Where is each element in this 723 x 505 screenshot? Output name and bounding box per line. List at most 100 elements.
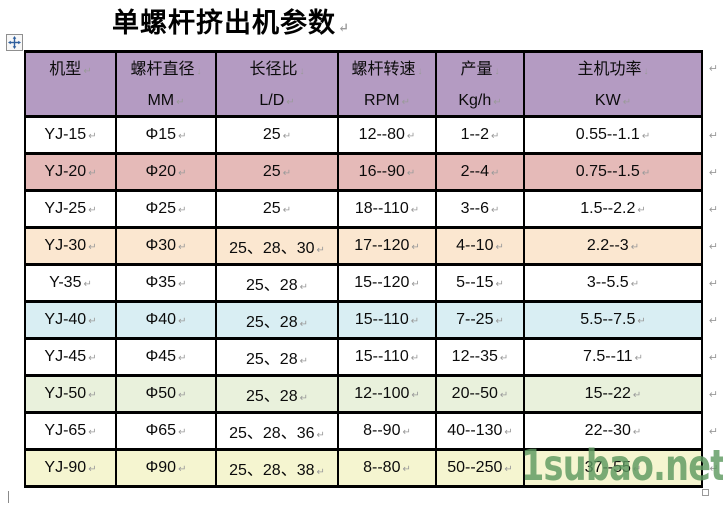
cell-output[interactable]: 40--130 ↵ xyxy=(435,411,525,451)
cell-output[interactable]: 20--50 ↵ xyxy=(435,374,525,414)
header-cell-power[interactable]: 主机功率 ↓ KW ↵ xyxy=(523,50,703,118)
cell-diameter[interactable]: Φ50 ↵ xyxy=(115,374,217,414)
cell-model[interactable]: YJ-40 ↵ xyxy=(24,300,117,340)
cell-power[interactable]: 3--5.5 ↵ xyxy=(523,263,703,303)
table-resize-handle[interactable] xyxy=(702,489,709,496)
cell-output[interactable]: 5--15 ↵ xyxy=(435,263,525,303)
cell-value: 16--90 xyxy=(358,163,405,180)
header-cell-rpm[interactable]: 螺杆转速 ↓ RPM ↵ xyxy=(337,50,437,118)
cell-output[interactable]: 4--10 ↵ xyxy=(435,226,525,266)
end-of-cell-mark: ↵ xyxy=(299,319,308,330)
header-title-line: 螺杆直径 ↓ xyxy=(118,57,214,84)
table-row: YJ-65 ↵ Φ65 ↵ 25、28、36 ↵ 8--90 ↵ 40--130 ↵ 22--30 ↵… xyxy=(24,411,720,451)
cell-diameter[interactable]: Φ20 ↵ xyxy=(115,152,217,192)
end-of-cell-mark: ↵ xyxy=(495,242,504,253)
cell-rpm[interactable]: 18--110 ↵ xyxy=(337,189,437,229)
cell-diameter[interactable]: Φ30 ↵ xyxy=(115,226,217,266)
cell-diameter[interactable]: Φ40 ↵ xyxy=(115,300,217,340)
cell-power[interactable]: 7.5--11 ↵ xyxy=(523,337,703,377)
end-of-cell-mark: ↵ xyxy=(504,464,513,475)
end-of-cell-mark: ↵ xyxy=(83,279,92,290)
end-of-cell-mark: ↵ xyxy=(632,427,642,438)
cell-model[interactable]: YJ-45 ↵ xyxy=(24,337,117,377)
cell-output[interactable]: 2--4 ↵ xyxy=(435,152,525,192)
cell-rpm[interactable]: 15--110 ↵ xyxy=(337,300,437,340)
cell-model[interactable]: YJ-90 ↵ xyxy=(24,448,117,488)
cell-model[interactable]: YJ-65 ↵ xyxy=(24,411,117,451)
cell-model[interactable]: YJ-25 ↵ xyxy=(24,189,117,229)
cell-rpm[interactable]: 8--80 ↵ xyxy=(337,448,437,488)
header-subtitle-line: L/D ↵ xyxy=(218,88,336,114)
header-cell-output[interactable]: 产量 ↓ Kg/h ↵ xyxy=(435,50,525,118)
row-end-cell: ↵ xyxy=(702,52,720,117)
header-row: 机型 ↵ 螺杆直径 ↓ MM ↵ 长径比 ↓ L/D ↵ 螺杆转速 ↓ RPM ↵ 产量 ↓ Kg/h ↵ 主机功率… xyxy=(24,50,720,118)
cell-rpm[interactable]: 15--110 ↵ xyxy=(337,337,437,377)
end-of-cell-mark: ↵ xyxy=(410,353,420,364)
header-subtitle: Kg/h xyxy=(458,92,492,109)
cell-ld[interactable]: 25、28 ↵ xyxy=(215,263,339,303)
cell-model[interactable]: YJ-50 ↵ xyxy=(24,374,117,414)
cell-power[interactable]: 5.5--7.5 ↵ xyxy=(523,300,703,340)
cell-rpm[interactable]: 15--120 ↵ xyxy=(337,263,437,303)
cell-model[interactable]: YJ-20 ↵ xyxy=(24,152,117,192)
cell-output[interactable]: 12--35 ↵ xyxy=(435,337,525,377)
cell-diameter[interactable]: Φ15 ↵ xyxy=(115,115,217,155)
cell-ld[interactable]: 25、28、38 ↵ xyxy=(215,448,339,488)
cell-power[interactable]: 0.75--1.5 ↵ xyxy=(523,152,703,192)
cell-output[interactable]: 50--250 ↵ xyxy=(435,448,525,488)
cell-rpm[interactable]: 8--90 ↵ xyxy=(337,411,437,451)
cell-ld[interactable]: 25、28 ↵ xyxy=(215,337,339,377)
header-cell-model[interactable]: 机型 ↵ xyxy=(24,50,117,118)
cell-rpm[interactable]: 12--80 ↵ xyxy=(337,115,437,155)
end-of-cell-mark: ↵ xyxy=(641,131,651,142)
cell-rpm[interactable]: 16--90 ↵ xyxy=(337,152,437,192)
header-title: 螺杆直径 xyxy=(130,61,195,78)
cell-ld[interactable]: 25、28、30 ↵ xyxy=(215,226,339,266)
cell-diameter[interactable]: Φ65 ↵ xyxy=(115,411,217,451)
cell-ld[interactable]: 25 ↵ xyxy=(215,189,339,229)
cell-output[interactable]: 3--6 ↵ xyxy=(435,189,525,229)
row-end-cell: ↵ xyxy=(702,265,720,302)
cell-diameter[interactable]: Φ90 ↵ xyxy=(115,448,217,488)
cell-ld[interactable]: 25、28、36 ↵ xyxy=(215,411,339,451)
end-of-cell-mark: ↵ xyxy=(491,205,500,216)
cell-ld[interactable]: 25 ↵ xyxy=(215,115,339,155)
end-of-cell-mark: ↵ xyxy=(178,427,187,438)
cell-power[interactable]: 0.55--1.1 ↵ xyxy=(523,115,703,155)
cell-ld[interactable]: 25、28 ↵ xyxy=(215,374,339,414)
end-of-cell-mark: ↵ xyxy=(411,390,420,401)
cell-model[interactable]: YJ-30 ↵ xyxy=(24,226,117,266)
cell-power[interactable]: 15--22 ↵ xyxy=(523,374,703,414)
header-cell-diameter[interactable]: 螺杆直径 ↓ MM ↵ xyxy=(115,50,217,118)
cell-ld[interactable]: 25、28 ↵ xyxy=(215,300,339,340)
cell-model[interactable]: Y-35 ↵ xyxy=(24,263,117,303)
cell-power[interactable]: 1.5--2.2 ↵ xyxy=(523,189,703,229)
cell-diameter[interactable]: Φ35 ↵ xyxy=(115,263,217,303)
cell-output[interactable]: 7--25 ↵ xyxy=(435,300,525,340)
page-title[interactable]: 单螺杆挤出机参数 ↵ xyxy=(112,1,349,40)
end-of-row-mark: ↵ xyxy=(708,389,719,401)
header-cell-ld[interactable]: 长径比 ↓ L/D ↵ xyxy=(215,50,339,118)
cell-power[interactable]: 37--55 ↵ xyxy=(523,448,703,488)
cell-diameter[interactable]: Φ25 ↵ xyxy=(115,189,217,229)
cell-model[interactable]: YJ-15 ↵ xyxy=(24,115,117,155)
cell-diameter[interactable]: Φ45 ↵ xyxy=(115,337,217,377)
page-title-text: 单螺杆挤出机参数 xyxy=(112,8,336,38)
move-icon xyxy=(8,36,21,49)
end-of-cell-mark: ↵ xyxy=(178,316,187,327)
end-of-cell-mark: ↵ xyxy=(88,316,97,327)
header-title: 产量 xyxy=(460,61,493,78)
cell-value: 3--5.5 xyxy=(586,274,629,291)
table-row: YJ-50 ↵ Φ50 ↵ 25、28 ↵ 12--100 ↵ 20--50 ↵ 15--22 ↵ ↵ xyxy=(24,374,720,414)
table-move-handle[interactable] xyxy=(6,34,23,51)
cell-power[interactable]: 22--30 ↵ xyxy=(523,411,703,451)
cell-ld[interactable]: 25 ↵ xyxy=(215,152,339,192)
cell-power[interactable]: 2.2--3 ↵ xyxy=(523,226,703,266)
cell-rpm[interactable]: 17--120 ↵ xyxy=(337,226,437,266)
cell-value: 5.5--7.5 xyxy=(580,311,636,328)
cell-rpm[interactable]: 12--100 ↵ xyxy=(337,374,437,414)
end-of-row-mark: ↵ xyxy=(709,463,719,475)
end-of-row-mark: ↵ xyxy=(708,315,719,327)
cell-value: YJ-65 xyxy=(44,422,87,439)
cell-output[interactable]: 1--2 ↵ xyxy=(435,115,525,155)
